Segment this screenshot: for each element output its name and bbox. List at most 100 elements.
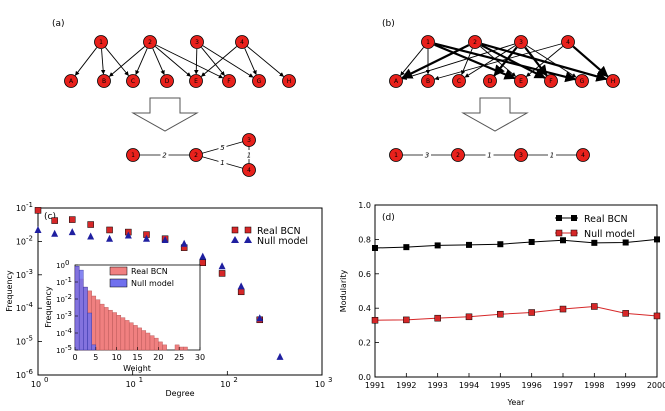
inset-bar-real-5: [95, 299, 101, 351]
d-point-real-6: [560, 237, 566, 244]
node-D-label: D: [165, 78, 170, 85]
node-D-label: D: [488, 78, 493, 85]
projected-edge-label-2: 1: [220, 159, 224, 167]
projected-node-1: [389, 148, 403, 162]
c-point-null-11: [237, 282, 245, 290]
node-4-label: 4: [566, 39, 570, 46]
c-point-null-8: [180, 239, 188, 247]
node-A-label: A: [69, 78, 74, 85]
panel-label-b: (b): [382, 19, 395, 29]
node-E-label: E: [519, 78, 523, 85]
edge-4-H: [247, 46, 284, 77]
inset-bar-real-11: [120, 317, 126, 351]
inset-ytick-exp-3: -2: [65, 293, 72, 301]
c-ytick-label-4: 10: [16, 237, 26, 246]
network-b-edges: [400, 42, 609, 83]
edge-3-D: [493, 46, 518, 77]
node-1-label: 1: [99, 39, 103, 46]
network-a-nodes: 1 2 3 4 A B C D E F G H: [64, 35, 296, 88]
c-point-null-6: [143, 234, 151, 242]
edge-3-G: [202, 45, 254, 78]
d-xtick-label-6: 1997: [553, 381, 573, 390]
projected-node-1: [126, 148, 140, 162]
edge-3-F: [524, 46, 548, 77]
c-xtick-label-3: 10: [315, 380, 325, 389]
edge-4-H: [572, 45, 609, 78]
inset-ytick-exp-5: 0: [65, 259, 69, 267]
c-point-real-10: [218, 270, 226, 277]
d-point-real-4: [497, 241, 504, 248]
node-A: [64, 74, 78, 88]
c-ytick-label-1: 10: [16, 338, 26, 347]
inset-xlabel: Weight: [123, 364, 151, 373]
d-point-real-2: [434, 242, 441, 249]
node-4-label: 4: [240, 39, 244, 46]
projected-edge-label-2: 1: [550, 152, 554, 160]
projected-edge-bg-2: [548, 150, 556, 159]
c-point-real-9: [199, 259, 207, 266]
d-ytick-label-2: 0.4: [358, 304, 371, 313]
plot-d-frame: [374, 204, 658, 378]
projected-edge-bg-1: [485, 150, 494, 159]
c-point-real-1: [51, 217, 58, 224]
node-C-label: C: [131, 78, 135, 85]
d-point-null-4: [497, 310, 504, 318]
node-C-label: C: [457, 78, 461, 85]
c-point-null-0: [34, 225, 42, 233]
c-ytick-exp-1: -5: [26, 335, 33, 343]
node-1: [421, 35, 435, 49]
node-4: [561, 35, 575, 49]
c-ytick-label-0: 10: [16, 371, 26, 380]
edge-4-E: [200, 46, 237, 77]
d-point-null-3: [465, 313, 473, 321]
network-b-nodes: 1 2 3 4 A B C D E F G H: [389, 35, 620, 88]
c-xtick-exp-2: 2: [233, 376, 237, 384]
node-3-label: 3: [195, 39, 199, 46]
c-ytick-exp-2: -4: [26, 301, 34, 309]
projected-node-2: [189, 148, 203, 162]
node-F: [222, 74, 236, 88]
node-B: [97, 74, 111, 88]
d-point-real-1: [403, 244, 410, 251]
inset-ytick-exp-2: -3: [65, 310, 72, 318]
node-A-label: A: [394, 78, 399, 85]
node-H-label: H: [611, 78, 616, 85]
projected-node-4: [576, 148, 590, 162]
node-B: [421, 74, 435, 88]
d-point-null-8: [622, 310, 629, 317]
edge-3-F: [201, 47, 225, 76]
inset-bar-real-19: [153, 337, 159, 351]
plot-c-ylabel: Frequency: [5, 270, 14, 312]
projected-edge-label-0: 2: [162, 152, 167, 160]
inset-bar-real-10: [116, 315, 122, 351]
panel-label-d: (d): [382, 213, 395, 223]
node-2-label: 2: [473, 39, 477, 46]
edge-4-B: [434, 43, 562, 81]
panel-c: (c) 10 0 10 1 10 2 10 310 -610 -510 -410 -310 -210 -1…: [5, 201, 332, 398]
d-xtick-label-2: 1993: [427, 381, 447, 390]
projected-edge-bg-1: [218, 142, 227, 152]
c-point-real-2: [68, 216, 76, 223]
c-ytick-exp-4: -2: [26, 234, 33, 242]
node-G-label: G: [257, 78, 262, 85]
edge-1-C: [105, 47, 129, 76]
edge-2-E: [155, 46, 192, 77]
inset-xtick-label-6: 30: [195, 353, 205, 362]
legend-d-real-marker: [556, 215, 562, 221]
d-xtick-label-8: 1999: [615, 381, 635, 390]
edge-2-B: [108, 46, 145, 77]
projected-edge-label-1: 1: [487, 152, 491, 160]
projected-node-3: [514, 148, 528, 162]
c-point-null-1: [51, 229, 59, 237]
panel-label-c: (c): [44, 212, 56, 222]
node-D: [483, 74, 497, 88]
node-F-label: F: [227, 78, 231, 85]
inset-bar-real-8: [108, 309, 113, 351]
c-xtick-exp-3: 3: [328, 376, 332, 384]
node-3: [514, 35, 528, 49]
projected-node-4-label: 4: [581, 152, 585, 159]
c-ytick-exp-5: -1: [26, 201, 33, 209]
d-point-real-5: [528, 238, 535, 245]
c-point-null-3: [87, 232, 95, 240]
inset-bar-real-20: [158, 341, 163, 351]
